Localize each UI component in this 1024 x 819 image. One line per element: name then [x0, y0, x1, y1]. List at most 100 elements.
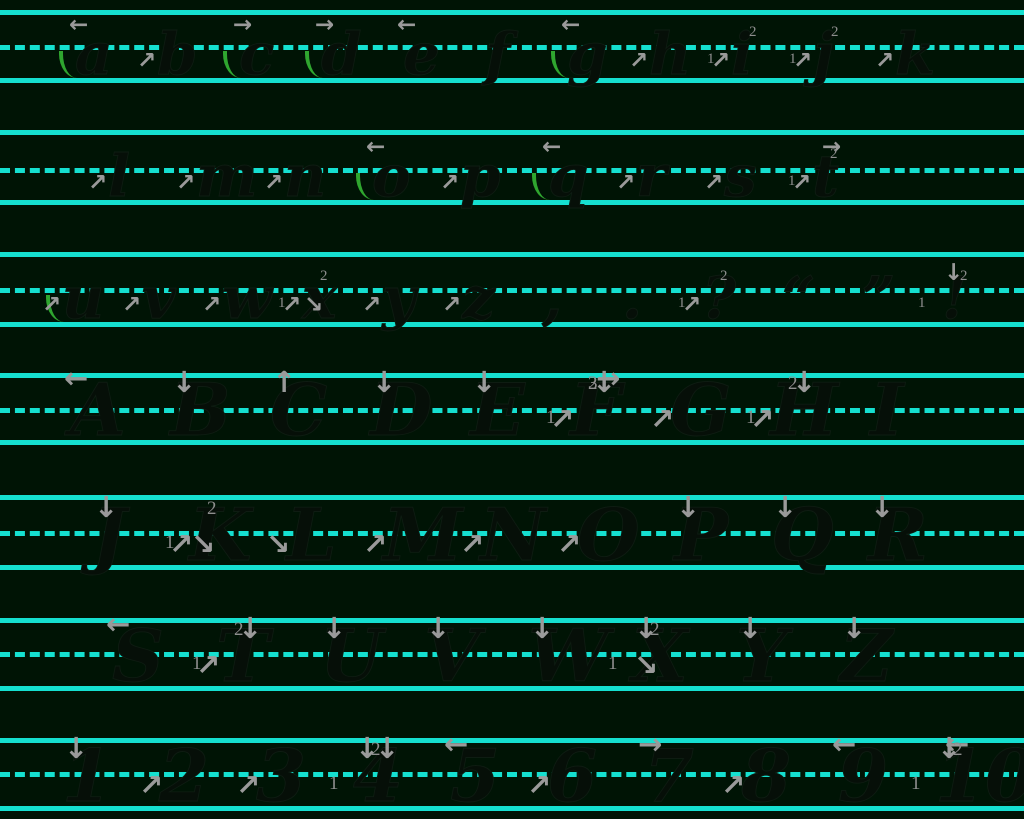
practice-glyph: H ↗ ↓ 1 2 [746, 365, 839, 453]
practice-glyph: h ↗ [629, 20, 692, 89]
practice-glyph: w ↗ [202, 264, 272, 333]
practice-glyph: , [542, 264, 563, 333]
stroke-direction-arrow-icon: ↓ [64, 731, 89, 766]
rule-line-baseline [0, 440, 1024, 445]
practice-glyph: 8 ↗ [721, 733, 792, 819]
stroke-direction-arrow-icon: ↓ [372, 365, 397, 400]
practice-glyph: u ↗ [42, 264, 105, 333]
stroke-direction-arrow-icon: ↗ [202, 292, 222, 319]
practice-glyph: G ↗ [650, 367, 732, 453]
stroke-direction-arrow-icon: → [638, 727, 663, 762]
stroke-order-number: 2 [830, 146, 838, 163]
stroke-direction-arrow-icon: ↗ [42, 292, 62, 319]
practice-glyph: x ↗ ↘ 1 2 [278, 264, 337, 333]
practice-glyph: A ← [64, 361, 126, 453]
practice-glyph: z ↗ [442, 264, 495, 333]
stroke-direction-arrow-icon: → [315, 12, 335, 39]
rule-line-top [0, 130, 1024, 135]
stroke-order-number: 2 [320, 268, 328, 285]
stroke-direction-arrow-icon: → [596, 361, 621, 396]
rule-line-top [0, 373, 1024, 378]
practice-glyph: 5 ← [444, 727, 501, 819]
stroke-order-number: 2 [749, 24, 757, 41]
practice-glyph: ! ↓ 1 2 [918, 260, 968, 333]
practice-glyph: ? ↗ 1 2 [678, 264, 736, 333]
rule-line-top [0, 495, 1024, 500]
practice-glyph: T ↗ ↓ 1 2 [192, 611, 270, 699]
practice-glyph: M ↗ [363, 492, 463, 578]
rule-line-middle-dashed [0, 772, 1024, 777]
practice-glyph: r ↗ [616, 142, 667, 211]
practice-glyph: 9 ← [832, 727, 889, 819]
rule-line-baseline [0, 565, 1024, 570]
practice-glyph: S ← [106, 607, 164, 699]
stroke-order-number: 1 [192, 653, 202, 675]
rule-line-middle-dashed [0, 288, 1024, 293]
practice-glyph: c → [223, 14, 275, 84]
stroke-order-number: 1 [788, 173, 796, 190]
stroke-order-number: 2 [650, 619, 660, 641]
practice-glyph: D ↓ [370, 365, 433, 453]
stroke-order-number: 2 [720, 268, 728, 285]
practice-glyph: o ← [356, 136, 411, 206]
practice-glyph: y ↗ [362, 264, 416, 333]
stroke-direction-arrow-icon: ↗ [137, 48, 157, 75]
entry-stroke-indicator [356, 173, 376, 200]
practice-glyph: s ↗ [704, 142, 757, 211]
practice-glyph: i ↗ 1 2 [707, 20, 757, 89]
stroke-order-number: 1 [789, 51, 797, 68]
stroke-direction-arrow-icon: ↓ [773, 490, 798, 525]
stroke-order-number: 1 [746, 407, 756, 429]
practice-glyph: g ← [551, 14, 608, 84]
practice-glyph: b ↗ [137, 20, 198, 89]
rule-line-middle-dashed [0, 45, 1024, 50]
practice-glyph: j ↗ 1 2 [789, 20, 839, 89]
practice-glyph: O ↗ [557, 492, 640, 578]
stroke-direction-arrow-icon: ↓ [870, 490, 895, 525]
stroke-order-number: 3 [588, 373, 598, 395]
practice-glyph: a ← [59, 14, 113, 84]
stroke-order-number: 1 [329, 773, 339, 795]
stroke-order-number: 2 [588, 373, 598, 395]
stroke-direction-arrow-icon: ← [444, 727, 469, 762]
stroke-direction-arrow-icon: ↓ [530, 611, 555, 646]
entry-stroke-indicator [532, 173, 552, 200]
stroke-direction-arrow-icon: ↓ [676, 490, 701, 525]
entry-stroke-indicator [223, 51, 243, 78]
practice-glyph: Q ↓ [771, 490, 835, 578]
rule-line-middle-dashed [0, 168, 1024, 173]
practice-glyph: R ↓ [868, 490, 929, 578]
practice-glyph: q ← [532, 136, 589, 206]
stroke-order-number: 2 [953, 739, 963, 761]
practice-glyph: L ↘ [266, 492, 337, 578]
practice-glyph: f [485, 20, 511, 89]
rule-line-middle-dashed [0, 408, 1024, 413]
rule-line-top [0, 252, 1024, 257]
stroke-direction-arrow-icon: ← [561, 12, 581, 39]
practice-glyph: 3 ↗ [236, 733, 307, 819]
practice-glyph: . [622, 264, 643, 333]
rule-line-baseline [0, 686, 1024, 691]
entry-stroke-indicator [59, 51, 79, 78]
stroke-order-number: 2 [960, 268, 968, 285]
stroke-direction-arrow-icon: ↓ [172, 365, 197, 400]
practice-glyph: m ↗ [176, 142, 258, 211]
stroke-direction-arrow-icon: ↗ [362, 292, 382, 319]
rule-line-middle-dashed [0, 531, 1024, 536]
rule-line-baseline [0, 806, 1024, 811]
stroke-direction-arrow-icon: ← [69, 12, 89, 39]
stroke-direction-arrow-icon: ↗ [875, 48, 895, 75]
stroke-direction-arrow-icon: ← [366, 134, 386, 161]
stroke-order-number: 1 [918, 295, 926, 312]
entry-stroke-indicator [46, 295, 66, 322]
stroke-direction-arrow-icon: ↓ [426, 611, 451, 646]
practice-glyph: Z ↓ [840, 611, 893, 699]
practice-glyph: P ↓ [674, 490, 729, 578]
practice-glyph: 2 ↗ [139, 733, 210, 819]
rule-line-middle-dashed [0, 652, 1024, 657]
stroke-order-number: 2 [207, 498, 217, 520]
rule-line-baseline [0, 78, 1024, 83]
practice-glyph: ” [862, 264, 896, 333]
practice-glyph: “ [782, 264, 816, 333]
